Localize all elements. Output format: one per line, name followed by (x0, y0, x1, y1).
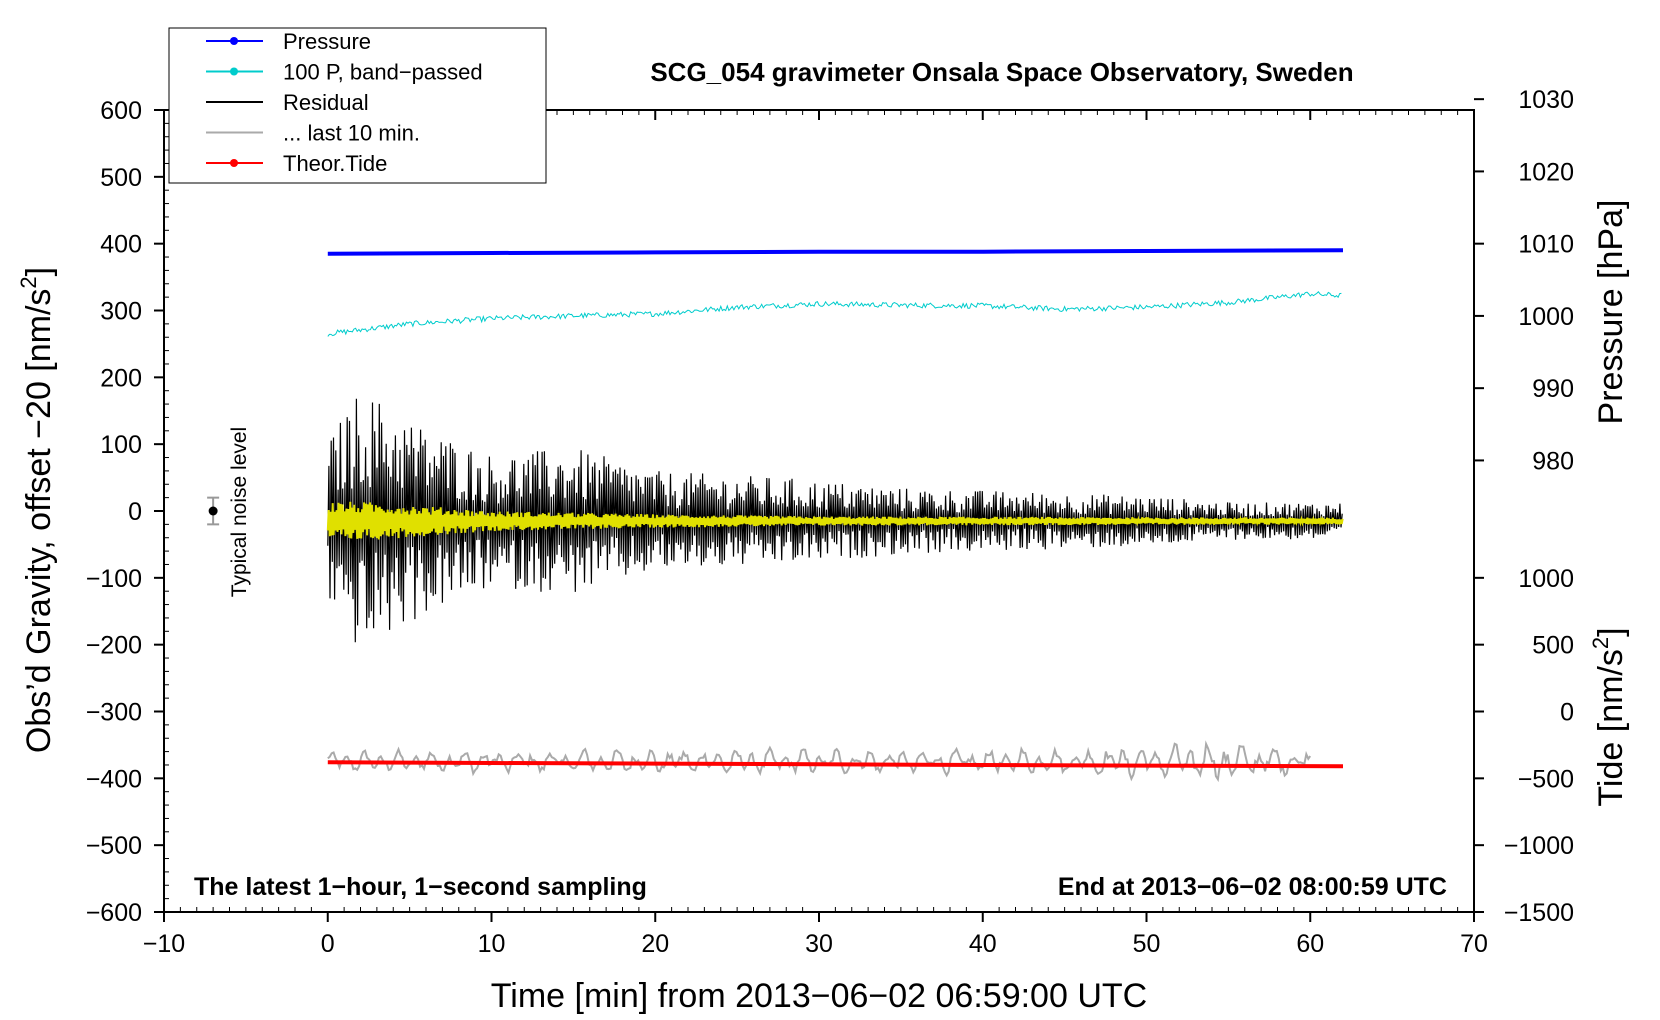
x-tick-label: 20 (641, 930, 669, 958)
tide-tick-label: −1500 (1504, 899, 1574, 927)
legend-marker (230, 159, 238, 167)
pressure-tick-label: 980 (1532, 447, 1574, 475)
y-tick-label: 0 (128, 498, 142, 526)
y-tick-label: −300 (86, 699, 142, 727)
tide-axis: 1000 500 0 −500 −1000 −1500 (1474, 565, 1574, 927)
noise-indicator (207, 496, 220, 526)
y-tick-label: −500 (86, 832, 142, 860)
pressure-axis-label: Pressure [hPa] (1592, 200, 1630, 425)
y-tick-label: −400 (86, 765, 142, 793)
tide-tick-label: −500 (1518, 765, 1574, 793)
y-axis-left: 600 500 400 300 200 100 0 −100 −200 −300 −400 −500 −… (86, 97, 164, 927)
x-axis-label: Time [min] from 2013−06−02 06:59:00 UTC (491, 977, 1147, 1015)
y-tick-label: 500 (100, 164, 142, 192)
y-axis-label-left: Obs’d Gravity, offset −20 [nm/s2] (16, 267, 58, 753)
y-tick-label: 300 (100, 298, 142, 326)
y-tick-label: −100 (86, 565, 142, 593)
series-layer (326, 248, 1344, 783)
minor-ticks (164, 110, 1459, 912)
x-tick-label: 30 (805, 930, 833, 958)
pressure-tick-label: 1030 (1518, 86, 1574, 114)
legend-marker (230, 67, 238, 76)
legend-label: Theor.Tide (283, 151, 387, 176)
pressure-tick-label: 1020 (1518, 158, 1574, 186)
legend: Pressure 100 P, band−passed Residual ... la… (168, 27, 547, 184)
noise-label: Typical noise level (228, 427, 251, 597)
legend-label: ... last 10 min. (283, 121, 420, 146)
annotation-bottom-right: End at 2013−06−02 08:00:59 UTC (1058, 873, 1447, 901)
y-tick-label: 200 (100, 364, 142, 392)
tide-tick-label: 1000 (1518, 565, 1574, 593)
pressure-tick-label: 1010 (1518, 231, 1574, 259)
series-band-passed (327, 291, 1342, 337)
legend-entry: Residual (206, 90, 369, 115)
x-tick-label: 40 (969, 930, 997, 958)
legend-label: 100 P, band−passed (283, 60, 483, 85)
legend-entry: 100 P, band−passed (206, 60, 483, 85)
pressure-tick-label: 990 (1532, 375, 1574, 403)
x-tick-label: 70 (1460, 930, 1488, 958)
y-label-left-sup: 2 (16, 276, 41, 288)
y-label-left-text: Obs’d Gravity, offset −20 [nm/s (20, 289, 58, 754)
legend-entry: Theor.Tide (206, 151, 387, 176)
x-tick-label: 0 (321, 930, 335, 958)
series-pressure (327, 248, 1344, 256)
y-tick-label: 400 (100, 231, 142, 259)
annotation-bottom-left: The latest 1−hour, 1−second sampling (194, 873, 647, 901)
pressure-tick-label: 1000 (1518, 303, 1574, 331)
y-tick-label: −600 (86, 899, 142, 927)
x-tick-label: 10 (478, 930, 506, 958)
tide-tick-label: 0 (1560, 699, 1574, 727)
tide-tick-label: −1000 (1504, 832, 1574, 860)
y-tick-label: 600 (100, 97, 142, 125)
tide-label-end: ] (1592, 627, 1630, 636)
y-tick-label: −200 (86, 632, 142, 660)
legend-entry: ... last 10 min. (206, 121, 420, 146)
x-tick-label: 60 (1296, 930, 1324, 958)
series-theor-tide (327, 760, 1344, 769)
y-label-left-end: ] (20, 267, 58, 276)
legend-box (168, 27, 547, 184)
x-axis: −10 0 10 20 30 40 50 60 70 (143, 110, 1488, 958)
tide-label-sup: 2 (1588, 637, 1613, 649)
noise-dot (208, 506, 218, 516)
legend-marker (230, 37, 238, 45)
legend-label: Residual (283, 90, 369, 115)
tide-axis-label: Tide [nm/s2] (1588, 627, 1630, 806)
x-tick-label: 50 (1133, 930, 1161, 958)
tide-label-text: Tide [nm/s (1592, 649, 1630, 806)
legend-label: Pressure (283, 29, 371, 54)
x-tick-label: −10 (143, 930, 185, 958)
legend-entry: Pressure (206, 29, 371, 54)
y-tick-label: 100 (100, 431, 142, 459)
pressure-axis: 1030 1020 1010 1000 990 980 (1474, 86, 1574, 475)
series-residual-filtered (326, 501, 1344, 540)
chart-title: SCG_054 gravimeter Onsala Space Observat… (650, 57, 1353, 87)
tide-tick-label: 500 (1532, 632, 1574, 660)
